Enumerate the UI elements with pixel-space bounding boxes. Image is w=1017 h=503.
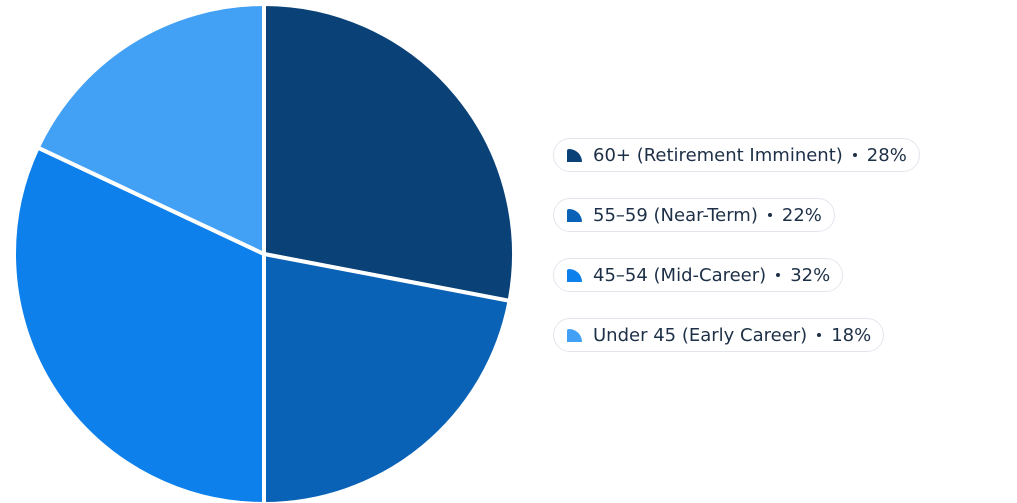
legend-swatch: [567, 148, 582, 162]
legend-separator: [817, 333, 822, 337]
legend-value: 22%: [781, 204, 822, 226]
legend-swatch: [567, 208, 582, 222]
legend-label: 45–54 (Mid-Career): [593, 264, 767, 286]
legend-separator: [767, 213, 772, 217]
legend-item: 55–59 (Near-Term) 22%: [553, 198, 835, 232]
legend-swatch-shape: [567, 268, 582, 282]
pie-slice: [35, 2, 266, 256]
pie: [12, 2, 516, 503]
legend-label: 60+ (Retirement Imminent): [593, 144, 843, 166]
legend-swatch-shape: [567, 148, 582, 162]
pie-slice: [12, 145, 266, 503]
legend-label: Under 45 (Early Career): [593, 324, 808, 346]
pie-slice: [262, 252, 512, 503]
legend-value: 32%: [790, 264, 831, 286]
legend-swatch-shape: [567, 328, 582, 342]
pie-slice: [262, 2, 516, 303]
legend-separator: [852, 153, 857, 157]
legend-value: 18%: [831, 324, 872, 346]
legend-swatch: [567, 328, 582, 342]
legend-swatch: [567, 268, 582, 282]
legend-item: 45–54 (Mid-Career) 32%: [553, 258, 844, 292]
legend: 60+ (Retirement Imminent) 28% 55–59 (Near-…: [553, 138, 920, 352]
legend-value: 28%: [866, 144, 907, 166]
legend-item: 60+ (Retirement Imminent) 28%: [553, 138, 920, 172]
legend-swatch-shape: [567, 208, 582, 222]
legend-item: Under 45 (Early Career) 18%: [553, 318, 885, 352]
legend-label: 55–59 (Near-Term): [593, 204, 758, 226]
legend-separator: [776, 273, 781, 277]
